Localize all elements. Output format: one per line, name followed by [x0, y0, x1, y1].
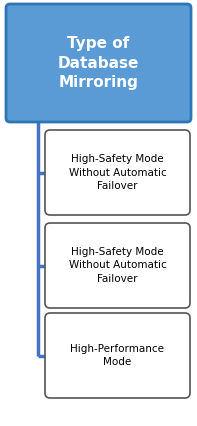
- FancyBboxPatch shape: [6, 4, 191, 122]
- FancyBboxPatch shape: [45, 313, 190, 398]
- FancyBboxPatch shape: [45, 130, 190, 215]
- Text: High-Safety Mode
Without Automatic
Failover: High-Safety Mode Without Automatic Failo…: [69, 154, 166, 191]
- Text: High-Safety Mode
Without Automatic
Failover: High-Safety Mode Without Automatic Failo…: [69, 248, 166, 284]
- Text: High-Performance
Mode: High-Performance Mode: [71, 344, 164, 367]
- FancyBboxPatch shape: [45, 223, 190, 308]
- Text: Type of
Database
Mirroring: Type of Database Mirroring: [58, 36, 139, 90]
